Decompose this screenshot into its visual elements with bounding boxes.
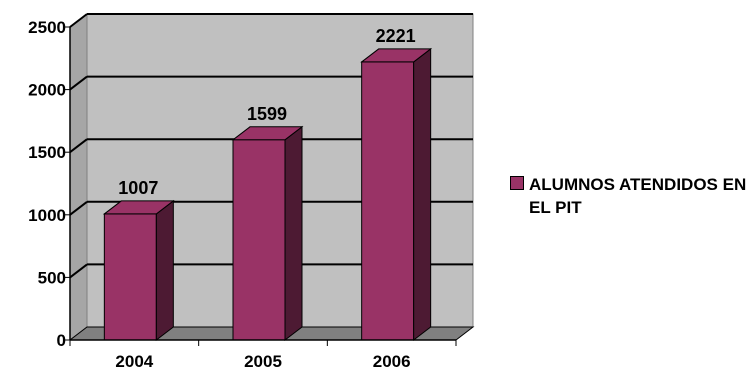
side-wall xyxy=(69,12,88,342)
bar-side xyxy=(413,47,432,342)
bar-side xyxy=(284,125,303,342)
bar-front xyxy=(232,139,286,341)
gridline-diagonal xyxy=(69,13,88,28)
bars xyxy=(102,47,433,342)
gridline-diagonal xyxy=(69,201,88,216)
x-tick-label: 2006 xyxy=(373,352,411,371)
x-tick-label: 2004 xyxy=(115,352,153,371)
data-label: 2221 xyxy=(376,26,416,46)
bar-side xyxy=(155,199,174,342)
axes xyxy=(65,26,457,346)
y-tick-label: 1000 xyxy=(28,206,66,225)
bar-top xyxy=(102,200,175,215)
data-label: 1007 xyxy=(118,178,158,198)
data-labels: 1007 1599 2221 xyxy=(118,26,415,198)
gridline-diagonal xyxy=(69,75,88,91)
y-tick-label: 1500 xyxy=(28,143,66,162)
gridline-diagonal xyxy=(69,138,88,153)
y-tick-label: 2500 xyxy=(28,18,66,37)
x-tick-labels: 2004 2005 2006 xyxy=(115,352,410,371)
y-tick-labels: 0 500 1000 1500 2000 2500 xyxy=(28,18,66,350)
bar-front xyxy=(361,61,415,341)
bar-top xyxy=(231,126,304,141)
y-tick-label: 2000 xyxy=(28,81,66,100)
y-tick-label: 0 xyxy=(57,331,66,350)
legend-swatch xyxy=(510,176,524,190)
legend: ALUMNOS ATENDIDOS EN EL PIT xyxy=(510,173,747,219)
y-tick-label: 500 xyxy=(38,268,66,287)
legend-label: ALUMNOS ATENDIDOS EN EL PIT xyxy=(529,175,747,217)
gridline-diagonal xyxy=(69,263,88,279)
data-label: 1599 xyxy=(247,104,287,124)
bar-top xyxy=(360,48,433,63)
x-tick-label: 2005 xyxy=(244,352,282,371)
bar-front xyxy=(103,213,157,341)
